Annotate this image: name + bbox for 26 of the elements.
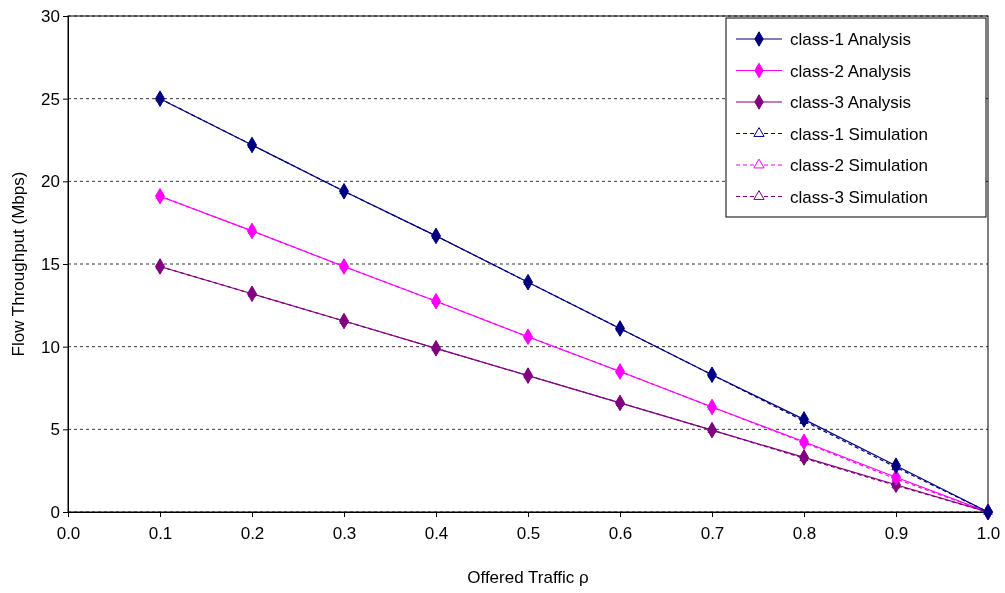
y-axis-title: Flow Throughput (Mbps): [9, 171, 28, 357]
legend-label: class-2 Analysis: [790, 61, 911, 81]
x-tick-label: 0.0: [56, 523, 81, 543]
legend-label: class-3 Analysis: [790, 93, 911, 112]
x-axis-title: Offered Traffic ρ: [467, 568, 589, 587]
y-tick-label: 15: [41, 254, 60, 274]
x-tick-label: 0.1: [148, 523, 173, 543]
legend-label: class-2 Simulation: [790, 156, 928, 175]
x-tick-label: 0.5: [516, 523, 541, 543]
legend-label: class-1 Simulation: [790, 124, 928, 144]
y-tick-label: 10: [41, 337, 60, 357]
y-tick-label: 20: [41, 172, 60, 192]
y-tick-label: 5: [50, 420, 60, 440]
x-tick-label: 0.4: [424, 523, 449, 543]
x-tick-label: 0.3: [332, 523, 357, 543]
legend-label: class-1 Analysis: [790, 30, 911, 49]
x-tick-label: 0.8: [792, 523, 817, 543]
y-tick-label: 30: [41, 6, 60, 26]
y-tick-label: 25: [41, 89, 60, 109]
x-tick-label: 0.9: [884, 523, 909, 543]
y-tick-label: 0: [50, 502, 60, 522]
legend-label: class-3 Simulation: [790, 187, 928, 207]
x-tick-label: 0.2: [240, 523, 265, 543]
x-tick-label: 1.0: [976, 523, 1001, 543]
x-tick-label: 0.7: [700, 523, 725, 543]
x-tick-label: 0.6: [608, 523, 633, 543]
